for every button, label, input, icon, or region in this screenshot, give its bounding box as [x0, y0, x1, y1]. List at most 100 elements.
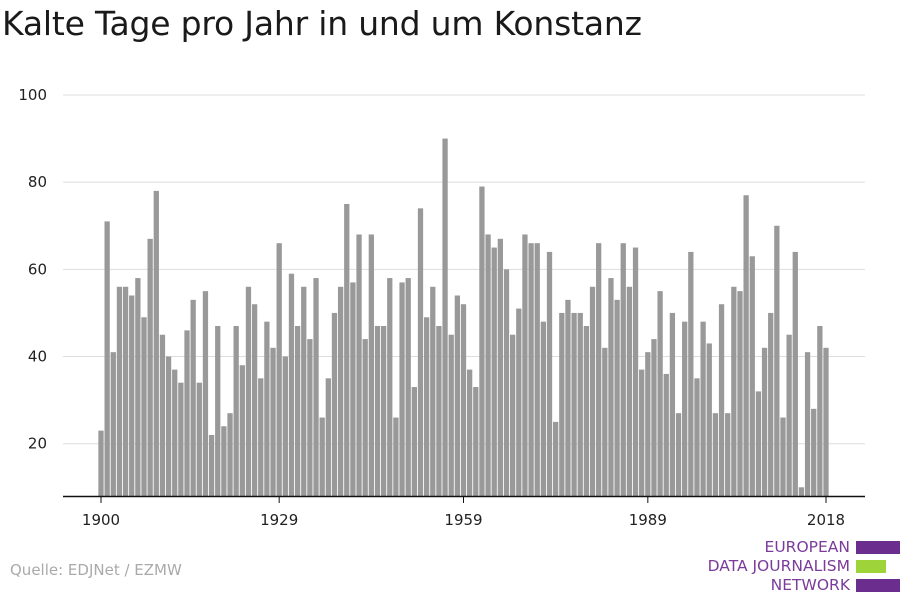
bar-1930[interactable]: [282, 356, 288, 496]
bar-1948[interactable]: [393, 417, 399, 496]
bar-1939[interactable]: [337, 286, 344, 496]
bar-2018[interactable]: [823, 347, 829, 496]
bar-1902[interactable]: [110, 352, 116, 496]
bar-2011[interactable]: [780, 417, 786, 496]
bar-1980[interactable]: [589, 286, 596, 496]
bar-1928[interactable]: [270, 347, 276, 496]
bar-1972[interactable]: [540, 321, 547, 496]
bar-1979[interactable]: [583, 326, 590, 496]
bar-2017[interactable]: [817, 326, 823, 496]
bar-1991[interactable]: [657, 291, 663, 496]
bar-1968[interactable]: [516, 308, 522, 496]
bar-1900[interactable]: [98, 430, 104, 496]
bar-1938[interactable]: [331, 312, 338, 496]
bar-1983[interactable]: [608, 278, 614, 496]
bar-1978[interactable]: [577, 312, 583, 496]
bar-1913[interactable]: [178, 382, 184, 496]
bar-1933[interactable]: [301, 286, 307, 496]
bar-1959[interactable]: [460, 304, 467, 496]
bar-1946[interactable]: [380, 326, 387, 496]
bar-1953[interactable]: [423, 317, 430, 496]
bar-1917[interactable]: [202, 291, 209, 496]
bar-1919[interactable]: [215, 326, 221, 496]
bar-2010[interactable]: [774, 225, 780, 496]
bar-2007[interactable]: [755, 391, 762, 496]
bar-1957[interactable]: [448, 334, 454, 496]
bar-1937[interactable]: [325, 378, 331, 496]
bar-1954[interactable]: [430, 286, 436, 496]
bar-1969[interactable]: [522, 234, 528, 496]
bar-2006[interactable]: [749, 256, 755, 496]
bar-1929[interactable]: [276, 243, 282, 496]
bar-1964[interactable]: [491, 247, 497, 496]
bar-1952[interactable]: [417, 208, 424, 496]
bar-1966[interactable]: [503, 269, 510, 496]
bar-1936[interactable]: [319, 417, 325, 496]
bar-1915[interactable]: [190, 299, 196, 496]
bar-1924[interactable]: [245, 286, 252, 496]
bar-1949[interactable]: [399, 282, 405, 496]
bar-1965[interactable]: [497, 238, 504, 496]
bar-1922[interactable]: [233, 326, 239, 496]
bar-1904[interactable]: [122, 286, 129, 496]
bar-2000[interactable]: [712, 413, 719, 496]
bar-1986[interactable]: [626, 286, 633, 496]
bar-1935[interactable]: [313, 278, 319, 496]
bar-1920[interactable]: [221, 426, 227, 496]
bar-1907[interactable]: [141, 317, 147, 496]
bar-1987[interactable]: [632, 247, 639, 496]
edjnet-logo[interactable]: EUROPEAN DATA JOURNALISM NETWORK: [700, 538, 900, 598]
bar-2014[interactable]: [798, 487, 805, 496]
bar-1995[interactable]: [682, 321, 688, 496]
bar-1996[interactable]: [688, 251, 694, 496]
bar-1997[interactable]: [694, 378, 700, 496]
bar-1958[interactable]: [454, 295, 460, 497]
bar-2008[interactable]: [761, 347, 768, 496]
bar-1921[interactable]: [227, 413, 233, 496]
bar-2012[interactable]: [786, 334, 792, 496]
bar-1999[interactable]: [706, 343, 712, 496]
bar-1985[interactable]: [620, 243, 626, 496]
bar-1932[interactable]: [294, 326, 301, 496]
bar-2015[interactable]: [804, 352, 811, 496]
bar-1967[interactable]: [510, 334, 516, 496]
bar-1960[interactable]: [467, 369, 473, 496]
bar-1977[interactable]: [571, 312, 577, 496]
bar-2005[interactable]: [743, 195, 749, 496]
bar-1908[interactable]: [147, 238, 153, 496]
bar-1911[interactable]: [165, 356, 172, 496]
bar-1906[interactable]: [135, 278, 141, 496]
bar-1912[interactable]: [172, 369, 178, 496]
bar-1941[interactable]: [350, 282, 356, 496]
bar-1982[interactable]: [602, 347, 608, 496]
bar-1956[interactable]: [442, 138, 448, 496]
bar-1963[interactable]: [485, 234, 491, 496]
bar-1988[interactable]: [639, 369, 645, 496]
bar-1905[interactable]: [129, 295, 135, 497]
bar-1989[interactable]: [645, 352, 651, 496]
bar-1927[interactable]: [264, 321, 270, 496]
bar-1945[interactable]: [374, 326, 381, 496]
bar-1901[interactable]: [104, 221, 110, 497]
bar-2003[interactable]: [731, 286, 737, 496]
bar-1950[interactable]: [405, 278, 411, 496]
bar-1923[interactable]: [239, 365, 245, 496]
bar-1973[interactable]: [546, 251, 553, 496]
bar-1955[interactable]: [436, 326, 442, 496]
bar-1970[interactable]: [528, 243, 534, 496]
bar-1975[interactable]: [559, 312, 565, 496]
bar-1961[interactable]: [473, 387, 479, 496]
bar-1974[interactable]: [553, 421, 559, 496]
bar-1903[interactable]: [116, 286, 123, 496]
bar-1918[interactable]: [208, 434, 215, 496]
bar-2004[interactable]: [737, 291, 743, 496]
bar-1951[interactable]: [411, 387, 417, 496]
bar-1984[interactable]: [614, 299, 620, 496]
bar-1976[interactable]: [565, 299, 571, 496]
bar-1993[interactable]: [669, 312, 676, 496]
bar-1992[interactable]: [663, 373, 669, 496]
bar-2002[interactable]: [725, 413, 731, 496]
bar-2013[interactable]: [792, 251, 798, 496]
bar-1940[interactable]: [344, 203, 350, 496]
bar-1909[interactable]: [153, 190, 159, 497]
